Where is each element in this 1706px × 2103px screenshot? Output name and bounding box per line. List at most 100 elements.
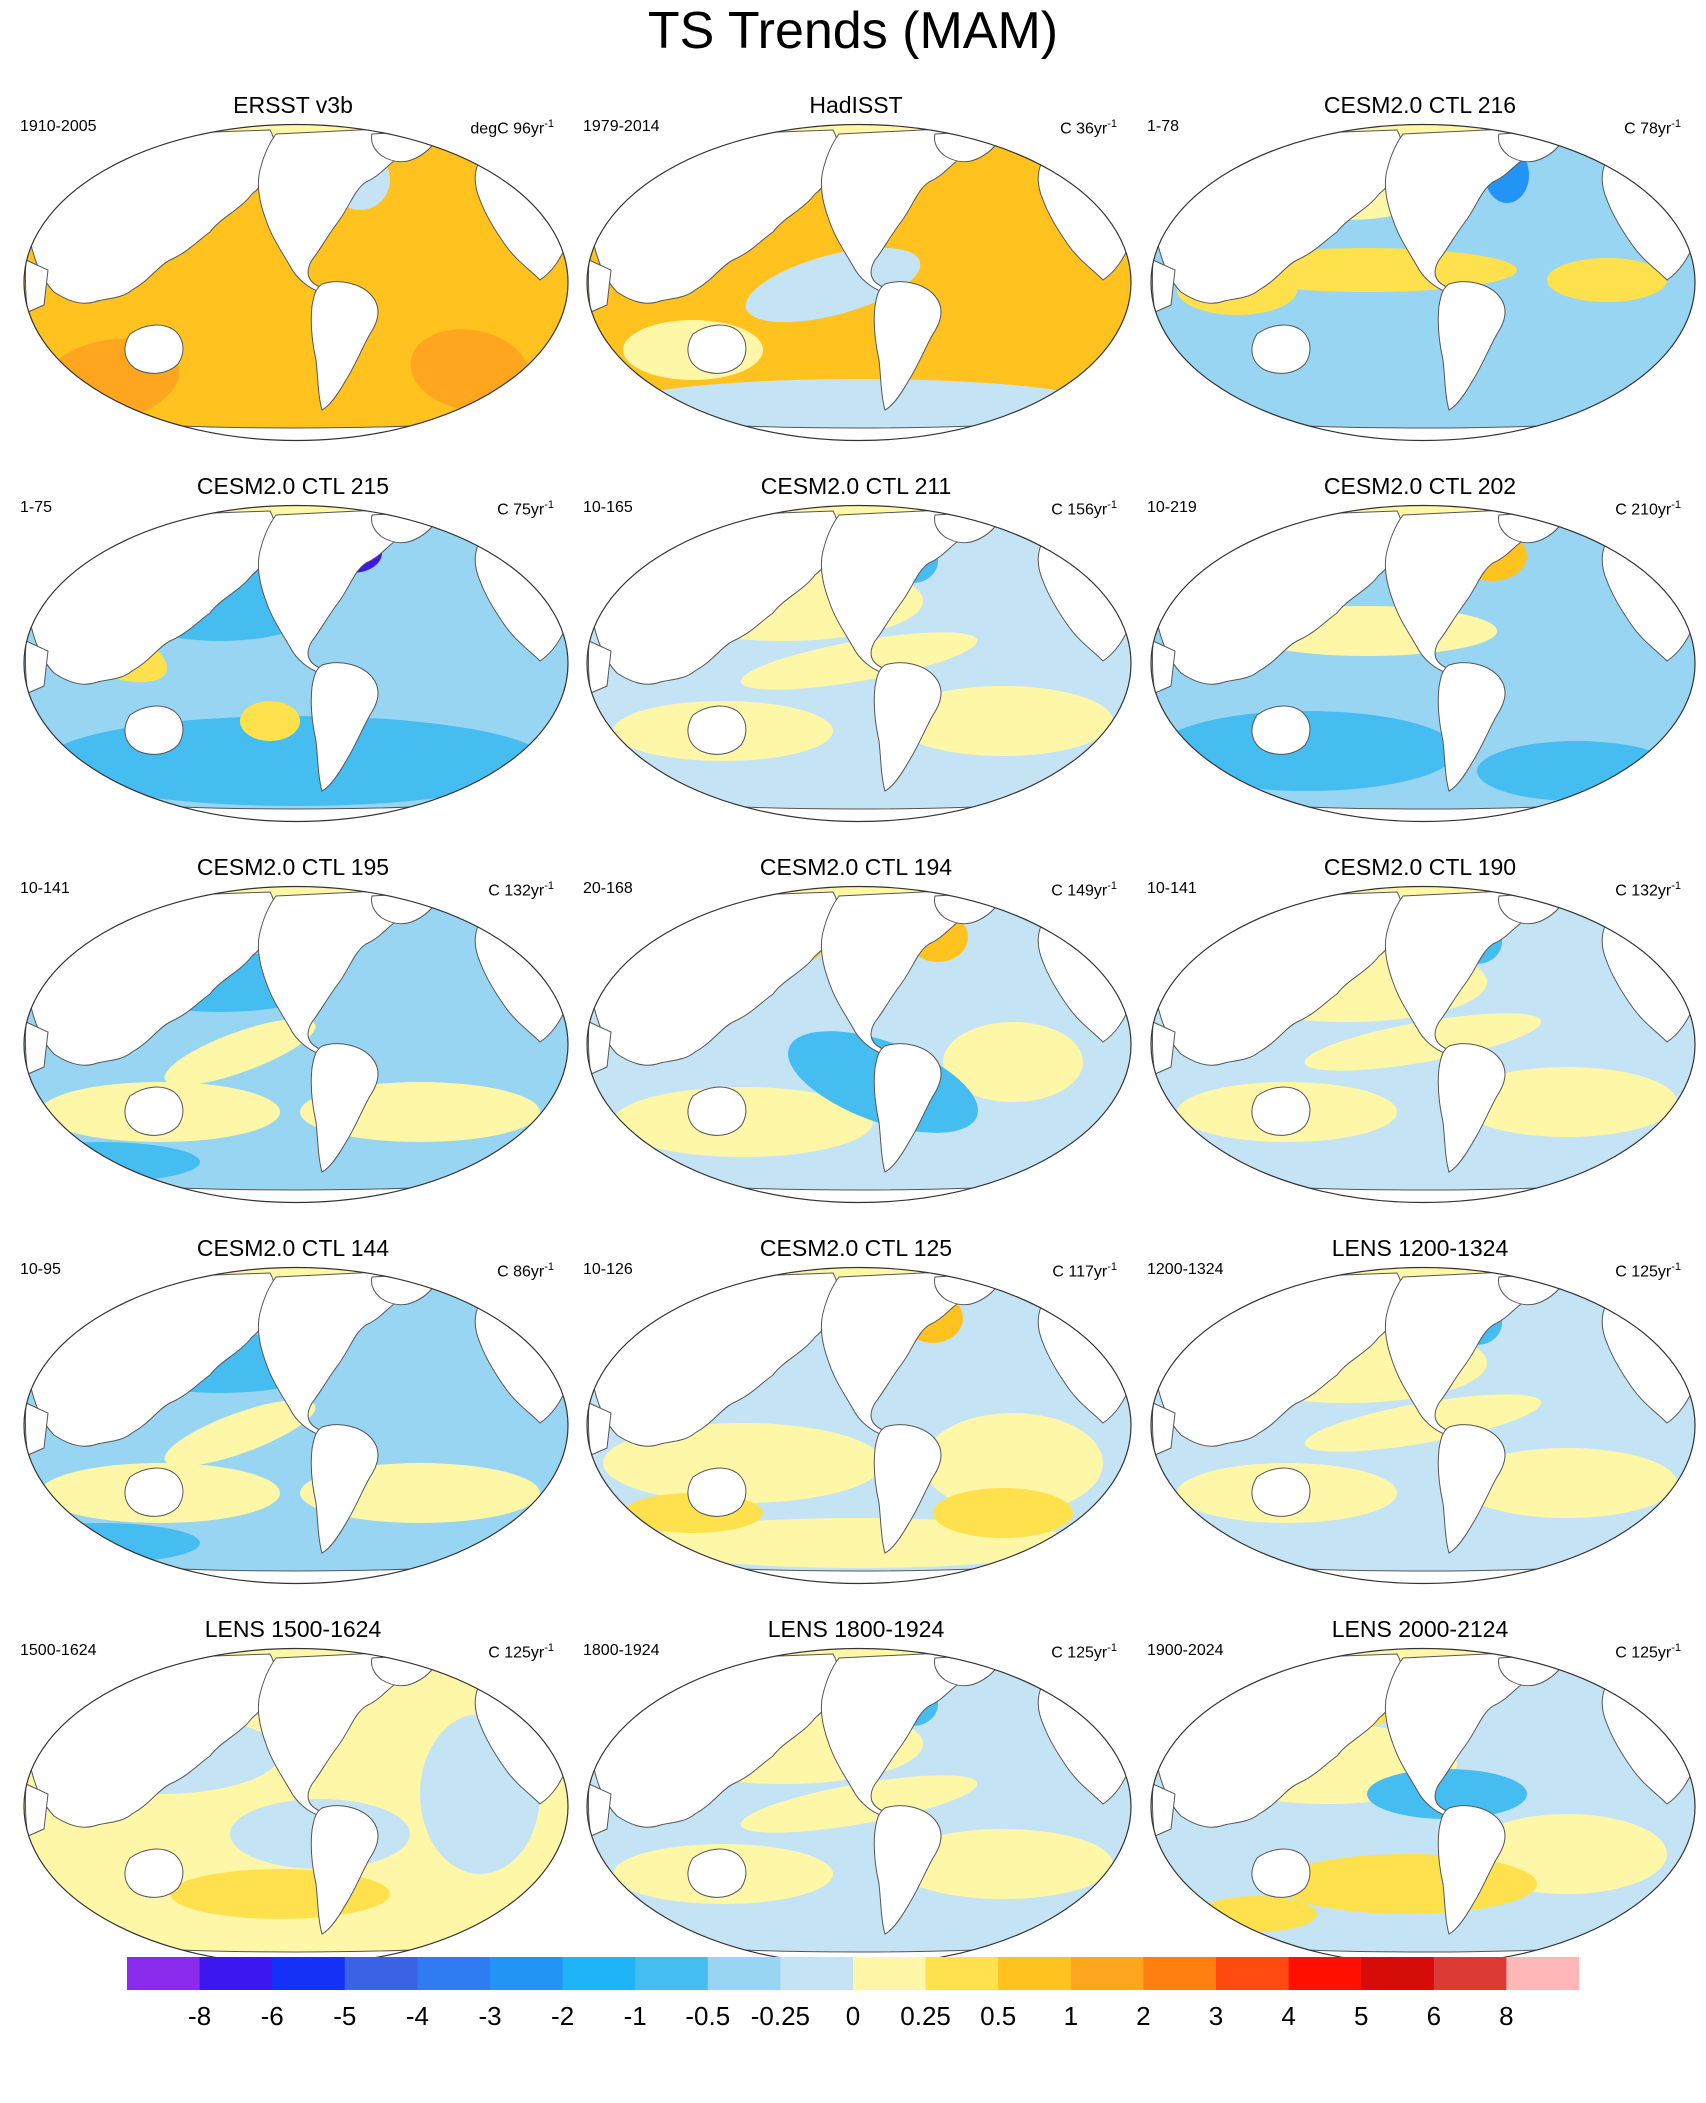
land-mass <box>820 889 970 1055</box>
panel-title: CESM2.0 CTL 190 <box>1323 854 1517 880</box>
land-mass <box>873 1805 942 1935</box>
map-panel: CESM2.0 CTL 202 10-219 C 210yr-1 <box>1137 473 1703 868</box>
land-mass <box>1251 1467 1311 1517</box>
panel-period: 10-126 <box>583 1261 633 1278</box>
colorbar-tick-label: -0.5 <box>685 2001 731 2031</box>
trend-anomaly <box>1157 711 1457 791</box>
map-panel: CESM2.0 CTL 144 10-95 C 86yr-1 <box>10 1235 576 1630</box>
panel-period: 1910-2005 <box>20 118 97 135</box>
trend-anomaly <box>164 1018 316 1086</box>
colorbar-tick-label: 2 <box>1136 2001 1151 2031</box>
land-mass <box>687 324 747 374</box>
colorbar-swatch <box>998 1957 1072 1990</box>
colorbar-swatch <box>199 1957 273 1990</box>
land-mass <box>1384 1270 1534 1436</box>
land-mass <box>1251 1086 1311 1136</box>
world-map <box>23 123 569 442</box>
world-map <box>586 1647 1132 1966</box>
trend-anomaly <box>1304 1394 1542 1452</box>
land-mass <box>1251 324 1311 374</box>
world-map <box>23 885 569 1204</box>
colorbar-tick-label: 0.25 <box>900 2001 951 2031</box>
panel-period: 10-165 <box>583 499 633 516</box>
globe-outline <box>1150 1647 1696 1966</box>
trend-anomaly <box>740 1775 978 1833</box>
panel-period: 10-219 <box>1147 499 1197 516</box>
land-mass <box>820 1270 970 1436</box>
colorbar-tick-label: -2 <box>551 2001 575 2031</box>
land-mass <box>687 705 747 755</box>
globe-outline <box>23 1266 569 1585</box>
globe-outline <box>23 123 569 442</box>
trend-anomaly <box>164 1399 316 1467</box>
panel-title: CESM2.0 CTL 194 <box>759 854 953 880</box>
land-mass <box>1384 127 1534 293</box>
map-panel: CESM2.0 CTL 215 1-75 C 75yr-1 <box>10 473 576 868</box>
world-map <box>1150 1647 1696 1966</box>
panel-period: 20-168 <box>583 880 633 897</box>
world-map <box>586 1266 1132 1585</box>
trend-anomaly <box>745 247 921 323</box>
colorbar-tick-label: -0.25 <box>750 2001 811 2031</box>
globe-outline <box>1150 504 1696 823</box>
land-mass <box>1437 1805 1506 1935</box>
panel-units: C 78yr-1 <box>1624 118 1681 138</box>
land-mass <box>1437 662 1506 792</box>
map-panel: LENS 2000-2124 1900-2024 C 125yr-1 <box>1137 1616 1703 2011</box>
globe-outline <box>23 504 569 823</box>
land-mass <box>1437 1043 1506 1173</box>
panel-units: C 132yr-1 <box>488 880 554 900</box>
colorbar-tick-label: -3 <box>478 2001 502 2031</box>
colorbar-tick-label: 1 <box>1063 2001 1079 2031</box>
panel-units: C 149yr-1 <box>1051 880 1117 900</box>
colorbar-tick-label: -5 <box>333 2001 357 2031</box>
panel-title: ERSST v3b <box>233 92 353 118</box>
colorbar-tick-label: 0.5 <box>980 2001 1017 2031</box>
panel-period: 1900-2024 <box>1147 1642 1224 1659</box>
panel-title: CESM2.0 CTL 216 <box>1323 92 1517 118</box>
colorbar-labels: -8 -6 -5 -4 -3 -2 -1 -0.5 -0.25 0 0.25 0.5 1 2 3 4 5 6 8 <box>127 2000 1579 2034</box>
panel-units: C 156yr-1 <box>1051 499 1117 519</box>
trend-anomaly <box>933 1488 1073 1538</box>
globe-outline <box>586 504 1132 823</box>
colorbar-swatch <box>1143 1957 1217 1990</box>
trend-anomaly <box>893 1829 1113 1899</box>
land-mass <box>310 1043 379 1173</box>
colorbar-swatch <box>853 1957 927 1990</box>
land-mass <box>1384 1651 1534 1817</box>
land-mass <box>1251 1848 1311 1898</box>
map-panel: LENS 1500-1624 1500-1624 C 125yr-1 <box>10 1616 576 2011</box>
land-mass <box>310 281 379 411</box>
map-panel: HadISST 1979-2014 C 36yr-1 <box>573 92 1139 487</box>
panel-title: LENS 1500-1624 <box>204 1616 382 1642</box>
globe-outline <box>586 123 1132 442</box>
colorbar <box>127 1957 1579 1990</box>
panel-period: 10-141 <box>20 880 70 897</box>
panel-period: 10-95 <box>20 1261 61 1278</box>
land-mass <box>1384 508 1534 674</box>
globe-outline <box>586 1266 1132 1585</box>
colorbar-tick-label: 8 <box>1499 2001 1514 2031</box>
trend-anomaly <box>1457 1448 1677 1518</box>
trend-anomaly <box>943 1022 1083 1102</box>
land-mass <box>873 281 942 411</box>
map-panel: LENS 1800-1924 1800-1924 C 125yr-1 <box>573 1616 1139 2011</box>
map-panel: CESM2.0 CTL 216 1-78 C 78yr-1 <box>1137 92 1703 487</box>
colorbar-swatch <box>925 1957 999 1990</box>
panel-units: C 36yr-1 <box>1060 118 1117 138</box>
globe-outline <box>23 885 569 1204</box>
land-mass <box>873 1424 942 1554</box>
colorbar-tick-label: -6 <box>260 2001 284 2031</box>
panel-title: LENS 1200-1324 <box>1331 1235 1509 1261</box>
world-map <box>23 1647 569 1966</box>
panel-title: HadISST <box>809 92 903 118</box>
colorbar-tick-label: 6 <box>1426 2001 1442 2031</box>
map-panel: CESM2.0 CTL 211 10-165 C 156yr-1 <box>573 473 1139 868</box>
panel-period: 1800-1924 <box>583 1642 660 1659</box>
world-map <box>586 885 1132 1204</box>
world-map <box>1150 123 1696 442</box>
panel-title: CESM2.0 CTL 215 <box>196 473 390 499</box>
colorbar-tick-label: -8 <box>188 2001 212 2031</box>
panel-title: CESM2.0 CTL 202 <box>1323 473 1517 499</box>
world-map <box>23 504 569 823</box>
